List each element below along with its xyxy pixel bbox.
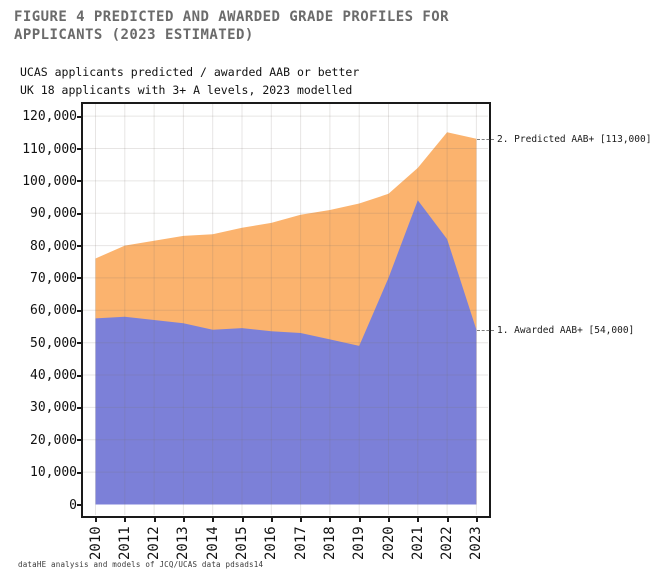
y-tick-label: 90,000 [30, 206, 77, 222]
annotation-awarded: 1. Awarded AAB+ [54,000] [477, 325, 634, 336]
y-tick-label: 50,000 [30, 335, 77, 351]
y-tick-mark [77, 212, 81, 215]
x-tick-mark [358, 518, 361, 522]
y-tick-mark [77, 245, 81, 248]
annotation-predicted: 2. Predicted AAB+ [113,000] [477, 134, 651, 145]
x-tick-label: 2016 [263, 526, 280, 560]
x-tick-label: 2022 [439, 526, 456, 560]
figure-title: FIGURE 4 PREDICTED AND AWARDED GRADE PRO… [14, 9, 449, 44]
x-tick-mark [300, 518, 303, 522]
x-tick-mark [417, 518, 420, 522]
y-tick-label: 0 [69, 497, 77, 513]
y-tick-label: 80,000 [30, 238, 77, 254]
y-tick-label: 70,000 [30, 270, 77, 286]
plot-area [81, 102, 491, 518]
annotation-leader-line [477, 138, 494, 140]
x-tick-label: 2015 [234, 526, 250, 560]
y-tick-label: 30,000 [30, 400, 77, 416]
x-tick-mark [153, 518, 156, 522]
y-tick-mark [77, 374, 81, 377]
x-tick-mark [270, 518, 273, 522]
y-tick-mark [77, 406, 81, 409]
chart-subtitle-line2: UK 18 applicants with 3+ A levels, 2023 … [20, 82, 353, 97]
x-tick-mark [241, 518, 244, 522]
source-note: dataHE analysis and models of JCQ/UCAS d… [18, 560, 264, 569]
x-tick-label: 2019 [351, 526, 368, 560]
chart-subtitle: UCAS applicants predicted / awarded AAB … [20, 64, 359, 99]
y-tick-label: 110,000 [22, 141, 77, 157]
annotation-text: 2. Predicted AAB+ [113,000] [497, 133, 652, 145]
y-tick-label: 40,000 [30, 368, 77, 383]
area-chart [83, 104, 488, 515]
x-tick-mark [446, 518, 449, 522]
y-tick-label: 60,000 [30, 303, 77, 319]
x-tick-label: 2010 [87, 526, 104, 560]
x-tick-label: 2018 [321, 526, 338, 560]
y-tick-mark [77, 504, 81, 506]
x-tick-mark [388, 518, 390, 522]
x-tick-mark [329, 518, 332, 522]
figure-title-line1: FIGURE 4 PREDICTED AND AWARDED GRADE PRO… [14, 9, 450, 25]
x-tick-mark [475, 518, 478, 522]
x-tick-mark [212, 518, 215, 522]
x-tick-mark [182, 518, 185, 522]
x-tick-label: 2011 [116, 526, 133, 560]
x-tick-label: 2014 [204, 526, 221, 560]
y-tick-mark [77, 342, 81, 345]
y-tick-mark [77, 471, 81, 474]
figure-title-line2: APPLICANTS (2023 ESTIMATED) [14, 26, 254, 43]
y-tick-label: 100,000 [22, 173, 77, 189]
y-tick-mark [77, 148, 81, 150]
y-tick-mark [77, 309, 81, 312]
x-tick-label: 2013 [175, 526, 192, 560]
y-tick-label: 120,000 [22, 109, 77, 125]
y-tick-label: 20,000 [30, 432, 77, 448]
y-tick-mark [77, 180, 81, 183]
y-tick-mark [77, 439, 81, 442]
x-tick-mark [124, 518, 127, 522]
y-tick-label: 10,000 [30, 465, 77, 481]
chart-subtitle-line1: UCAS applicants predicted / awarded AAB … [20, 65, 360, 79]
x-tick-label: 2017 [292, 526, 309, 560]
x-tick-mark [95, 518, 97, 522]
x-tick-label: 2023 [468, 526, 485, 560]
x-tick-label: 2021 [409, 526, 426, 560]
annotation-leader-line [477, 329, 494, 331]
y-tick-mark [77, 115, 81, 118]
x-tick-label: 2020 [380, 526, 397, 560]
y-tick-mark [77, 277, 81, 280]
annotation-text: 1. Awarded AAB+ [54,000] [497, 324, 635, 336]
awarded-area [95, 200, 477, 505]
x-tick-label: 2012 [146, 526, 163, 560]
